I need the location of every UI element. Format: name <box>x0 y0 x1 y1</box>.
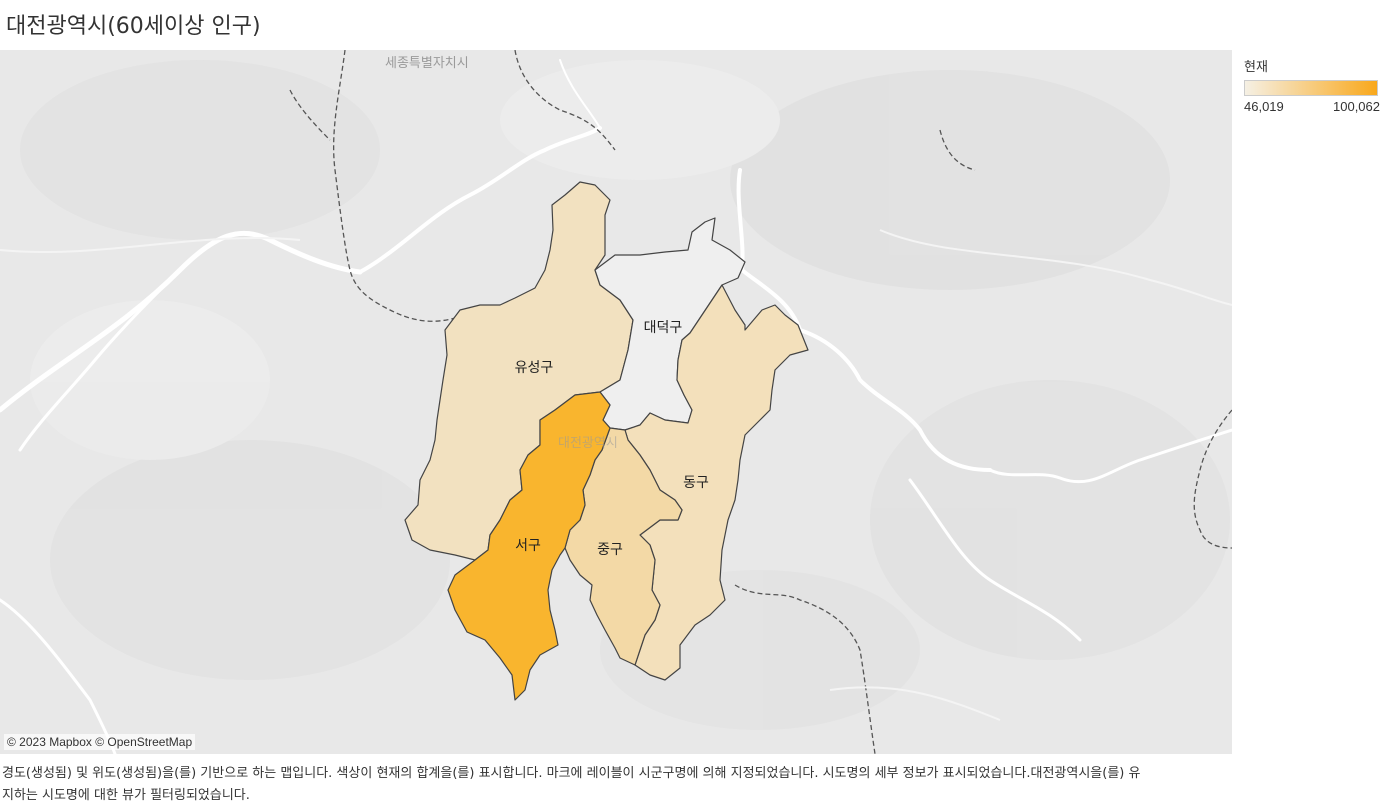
region-seo[interactable] <box>447 391 611 701</box>
legend-max-label: 100,062 <box>1333 99 1380 114</box>
region-labels: 유성구 대덕구 동구 중구 서구 <box>515 320 709 558</box>
legend-min-label: 46,019 <box>1244 99 1284 114</box>
admin-boundaries <box>289 50 1232 754</box>
districts[interactable] <box>404 181 809 701</box>
legend-color-ramp <box>1244 80 1378 96</box>
roads <box>0 229 1232 721</box>
map-canvas[interactable]: 세종특별자치시 대전광역시 유성구 대덕구 동구 중구 서구 <box>0 50 1232 754</box>
region-label-daedeok: 대덕구 <box>644 320 683 336</box>
map-view[interactable]: 세종특별자치시 대전광역시 유성구 대덕구 동구 중구 서구 © 2023 Ma… <box>0 50 1232 754</box>
page-title: 대전광역시(60세이상 인구) <box>6 14 261 39</box>
place-label-sejong: 세종특별자치시 <box>385 56 469 71</box>
region-label-yuseong: 유성구 <box>515 360 554 376</box>
legend-title: 현재 <box>1244 60 1268 75</box>
region-label-seo: 서구 <box>515 538 541 554</box>
legend-range-labels: 46,019 100,062 <box>1244 99 1380 114</box>
map-caption: 경도(생성됨) 및 위도(생성됨)을(를) 기반으로 하는 맵입니다. 색상이 … <box>2 766 1141 803</box>
color-legend[interactable]: 현재 46,019 100,062 <box>1244 56 1380 114</box>
region-label-jung: 중구 <box>597 542 623 558</box>
place-label-daejeon: 대전광역시 <box>558 436 618 451</box>
region-label-dong: 동구 <box>683 475 709 491</box>
map-attribution[interactable]: © 2023 Mapbox © OpenStreetMap <box>4 734 196 750</box>
